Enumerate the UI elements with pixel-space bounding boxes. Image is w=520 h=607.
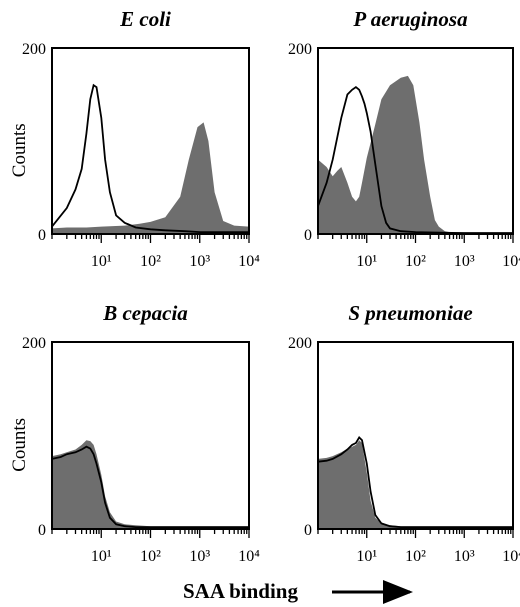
y-axis-label: Counts: [9, 418, 30, 472]
x-tick-label: 10³: [189, 548, 210, 565]
panel-title: P aeruginosa: [352, 7, 467, 31]
y-tick-label: 0: [38, 522, 46, 539]
x-tick-label: 10²: [140, 548, 161, 565]
panel-title: E coli: [119, 7, 171, 31]
y-tick-label: 200: [288, 41, 312, 58]
y-tick-label: 0: [38, 227, 46, 244]
x-tick-label: 10²: [140, 253, 161, 270]
x-tick-label: 10³: [189, 253, 210, 270]
x-tick-label: 10¹: [91, 253, 112, 270]
y-tick-label: 200: [288, 335, 312, 352]
filled-histogram: [318, 75, 513, 235]
histogram-panel: P aeruginosa 200 0 10¹ 10² 10³ 10⁴: [288, 7, 520, 270]
histogram-panel: E coli Counts 200 0 10¹ 10² 10³ 10⁴: [9, 7, 260, 270]
x-tick-label: 10²: [405, 253, 426, 270]
x-tick-label: 10³: [454, 253, 475, 270]
x-tick-label: 10⁴: [502, 253, 520, 270]
panel-title: B cepacia: [102, 301, 188, 325]
filled-histogram: [318, 440, 513, 529]
y-tick-label: 0: [304, 227, 312, 244]
y-axis-label: Counts: [9, 123, 30, 177]
outline-histogram: [317, 435, 513, 528]
x-tick-label: 10⁴: [238, 253, 260, 270]
outline-histogram: [317, 85, 513, 234]
panel-title: S pneumoniae: [348, 301, 472, 325]
x-tick-label: 10¹: [356, 253, 377, 270]
histogram-panel: S pneumoniae 200 0 10¹ 10² 10³ 10⁴: [288, 301, 520, 565]
plot-frame: [51, 47, 250, 235]
x-tick-label: 10¹: [91, 548, 112, 565]
x-tick-label: 10⁴: [502, 548, 520, 565]
x-axis-label: SAA binding: [183, 579, 298, 603]
outline-histogram: [51, 445, 249, 528]
x-tick-label: 10²: [405, 548, 426, 565]
outline-histogram: [51, 83, 249, 233]
y-tick-label: 0: [304, 522, 312, 539]
x-tick-label: 10³: [454, 548, 475, 565]
x-tick-label: 10⁴: [238, 548, 260, 565]
x-tick-label: 10¹: [356, 548, 377, 565]
filled-histogram: [52, 122, 249, 234]
y-tick-label: 200: [22, 41, 46, 58]
y-tick-label: 200: [22, 335, 46, 352]
histogram-panel: B cepacia Counts 200 0 10¹ 10² 10³ 10⁴: [9, 301, 260, 565]
filled-histogram: [52, 440, 249, 529]
